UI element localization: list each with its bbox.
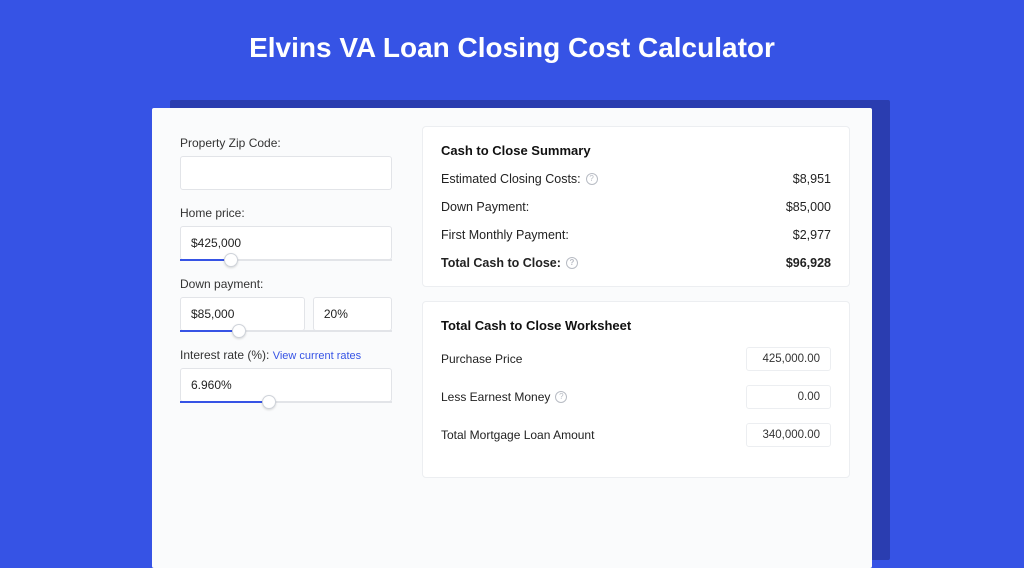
- summary-row-label: Estimated Closing Costs:: [441, 172, 581, 186]
- worksheet-title: Total Cash to Close Worksheet: [441, 318, 831, 333]
- worksheet-row-label: Total Mortgage Loan Amount: [441, 428, 594, 442]
- summary-panel: Cash to Close Summary Estimated Closing …: [422, 126, 850, 287]
- worksheet-row: Purchase Price 425,000.00: [441, 347, 831, 371]
- home-price-label: Home price:: [180, 206, 392, 220]
- interest-rate-slider-fill: [180, 401, 269, 403]
- down-payment-label: Down payment:: [180, 277, 392, 291]
- down-payment-slider-fill: [180, 330, 239, 332]
- home-price-field-group: Home price: $425,000: [180, 206, 392, 261]
- worksheet-row: Less Earnest Money ? 0.00: [441, 385, 831, 409]
- summary-row: Down Payment: $85,000: [441, 200, 831, 214]
- worksheet-row-value[interactable]: 0.00: [746, 385, 831, 409]
- worksheet-row-value[interactable]: 425,000.00: [746, 347, 831, 371]
- worksheet-row: Total Mortgage Loan Amount 340,000.00: [441, 423, 831, 447]
- down-payment-slider[interactable]: [180, 330, 392, 332]
- zip-label: Property Zip Code:: [180, 136, 392, 150]
- help-icon[interactable]: ?: [555, 391, 567, 403]
- worksheet-row-value[interactable]: 340,000.00: [746, 423, 831, 447]
- inputs-column: Property Zip Code: Home price: $425,000 …: [152, 108, 412, 568]
- interest-rate-field-group: Interest rate (%): View current rates 6.…: [180, 348, 392, 403]
- summary-row-value: $8,951: [793, 172, 831, 186]
- home-price-slider[interactable]: [180, 259, 392, 261]
- summary-title: Cash to Close Summary: [441, 143, 831, 158]
- help-icon[interactable]: ?: [566, 257, 578, 269]
- summary-row-label: First Monthly Payment:: [441, 228, 569, 242]
- results-column: Cash to Close Summary Estimated Closing …: [412, 108, 872, 568]
- worksheet-row-label: Less Earnest Money: [441, 390, 550, 404]
- interest-rate-slider[interactable]: [180, 401, 392, 403]
- summary-row: Estimated Closing Costs: ? $8,951: [441, 172, 831, 186]
- down-payment-percent-input[interactable]: 20%: [313, 297, 392, 331]
- summary-row: First Monthly Payment: $2,977: [441, 228, 831, 242]
- zip-input[interactable]: [180, 156, 392, 190]
- worksheet-panel: Total Cash to Close Worksheet Purchase P…: [422, 301, 850, 478]
- down-payment-field-group: Down payment: $85,000 20%: [180, 277, 392, 332]
- down-payment-slider-thumb[interactable]: [232, 324, 246, 338]
- summary-row-label: Down Payment:: [441, 200, 529, 214]
- summary-total-value: $96,928: [786, 256, 831, 270]
- interest-rate-slider-thumb[interactable]: [262, 395, 276, 409]
- summary-row-value: $85,000: [786, 200, 831, 214]
- page-title: Elvins VA Loan Closing Cost Calculator: [0, 0, 1024, 88]
- home-price-slider-thumb[interactable]: [224, 253, 238, 267]
- interest-rate-input[interactable]: 6.960%: [180, 368, 392, 402]
- zip-field-group: Property Zip Code:: [180, 136, 392, 190]
- interest-rate-label-text: Interest rate (%):: [180, 348, 269, 362]
- calculator-card: Property Zip Code: Home price: $425,000 …: [152, 108, 872, 568]
- summary-total-label: Total Cash to Close:: [441, 256, 561, 270]
- home-price-input[interactable]: $425,000: [180, 226, 392, 260]
- interest-rate-label: Interest rate (%): View current rates: [180, 348, 392, 362]
- worksheet-row-label: Purchase Price: [441, 352, 522, 366]
- summary-total-row: Total Cash to Close: ? $96,928: [441, 256, 831, 270]
- view-rates-link[interactable]: View current rates: [273, 350, 361, 362]
- help-icon[interactable]: ?: [586, 173, 598, 185]
- summary-row-value: $2,977: [793, 228, 831, 242]
